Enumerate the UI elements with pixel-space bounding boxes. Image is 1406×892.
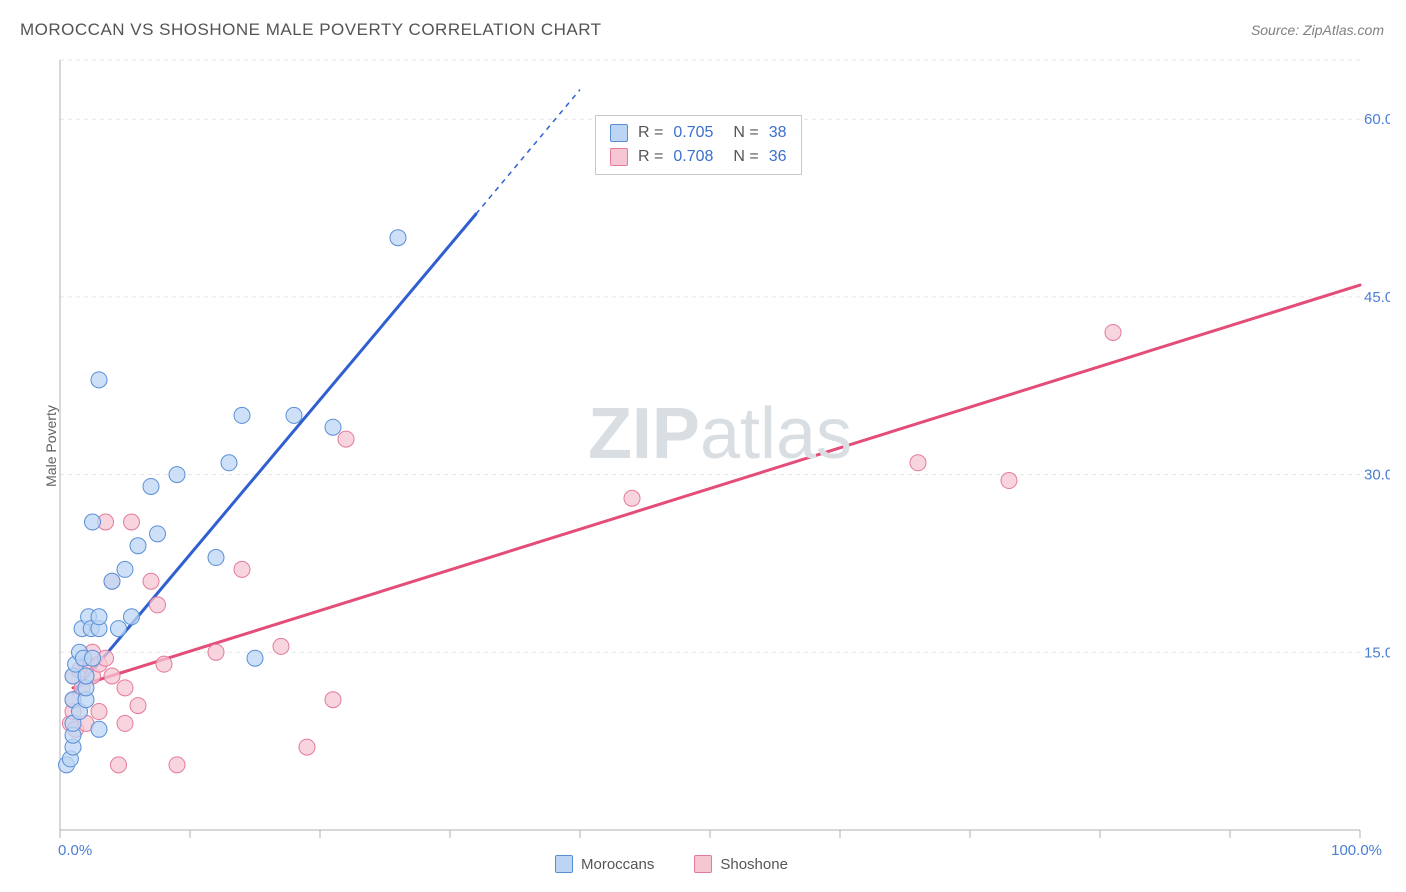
source-attribution: Source: ZipAtlas.com [1251,22,1384,38]
svg-text:45.0%: 45.0% [1364,289,1390,306]
r-value-a: 0.705 [673,124,713,142]
n-label-a: N = [733,124,758,142]
r-label-a: R = [638,124,663,142]
legend-swatch-moroccans [555,855,573,873]
legend-swatch-a [610,124,628,142]
series-legend: Moroccans Shoshone [555,855,788,873]
r-label-b: R = [638,148,663,166]
n-value-b: 36 [769,148,787,166]
legend-item-b: Shoshone [694,855,788,873]
x-axis-min-label: 0.0% [58,842,92,859]
svg-text:60.0%: 60.0% [1364,111,1390,128]
legend-row-a: R = 0.705 N = 38 [596,121,801,145]
legend-label-moroccans: Moroccans [581,856,654,873]
correlation-legend: R = 0.705 N = 38 R = 0.708 N = 36 [595,115,802,175]
n-value-a: 38 [769,124,787,142]
legend-label-shoshone: Shoshone [720,856,788,873]
x-axis-max-label: 100.0% [1331,842,1382,859]
n-label-b: N = [733,148,758,166]
r-value-b: 0.708 [673,148,713,166]
svg-text:30.0%: 30.0% [1364,467,1390,484]
legend-swatch-b [610,148,628,166]
legend-swatch-shoshone [694,855,712,873]
svg-text:15.0%: 15.0% [1364,644,1390,661]
chart-title: MOROCCAN VS SHOSHONE MALE POVERTY CORREL… [20,20,602,40]
legend-row-b: R = 0.708 N = 36 [596,145,801,169]
legend-item-a: Moroccans [555,855,654,873]
chart-area: 15.0%30.0%45.0%60.0% ZIPatlas R = 0.705 … [50,55,1390,845]
